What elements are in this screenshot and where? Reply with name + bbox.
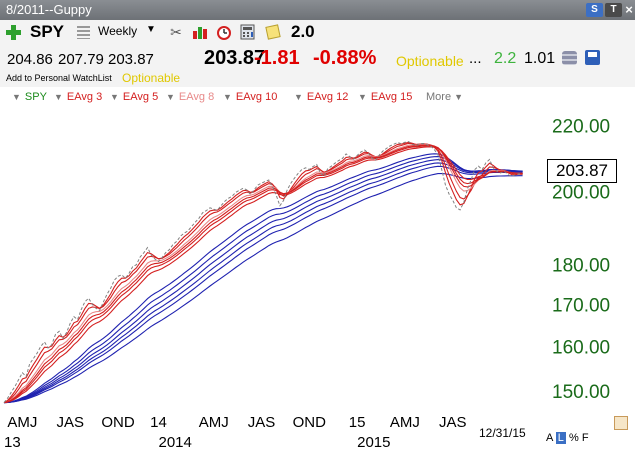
toggle-a[interactable]: A <box>546 432 553 444</box>
add-to-watchlist-link[interactable]: Add to Personal WatchList <box>6 73 112 83</box>
y-tick-label: 180.00 <box>552 256 610 277</box>
x-tick-label: 14 <box>150 414 167 431</box>
more-dots[interactable]: ... <box>469 50 482 67</box>
y-tick-label: 160.00 <box>552 337 610 358</box>
legend-item-eavg12[interactable]: ▼ EAvg 12 <box>294 91 349 103</box>
x-tick-label: JAS <box>248 414 276 431</box>
legend-label: EAvg 8 <box>178 91 215 103</box>
alarm-clock-icon[interactable] <box>215 23 233 41</box>
ema-30-line <box>3 153 523 404</box>
x-year-label: 2014 <box>159 434 192 451</box>
ema-60-line <box>3 172 523 404</box>
t-button[interactable]: T <box>605 3 622 17</box>
toolbar: SPY Weekly ▼ ✂ 2.0 <box>0 20 635 45</box>
optionable-label-2: Optionable <box>122 71 181 85</box>
grid-icon[interactable] <box>77 26 90 39</box>
ema-40-line <box>3 159 523 404</box>
chevron-down-icon[interactable]: ▼ <box>146 24 156 35</box>
legend-item-more[interactable]: More ▼ <box>426 91 464 103</box>
high-value: 207.79 <box>58 51 104 68</box>
optionable-label: Optionable <box>396 53 464 69</box>
legend-item-eavg10[interactable]: ▼ EAvg 10 <box>223 91 278 103</box>
toolbar-value: 2.0 <box>291 22 315 41</box>
ema-3-line <box>3 141 523 404</box>
price-change-percent: -0.88% <box>313 47 377 69</box>
legend-label: EAvg 15 <box>370 91 413 103</box>
window-title-bar: 8/2011--Guppy S T × <box>0 0 635 20</box>
legend-item-eavg15[interactable]: ▼ EAvg 15 <box>358 91 413 103</box>
ema-35-line <box>3 156 523 404</box>
price-change: -1.81 <box>254 47 300 69</box>
y-tick-label: 150.00 <box>552 382 610 403</box>
notes-icon[interactable] <box>264 23 282 41</box>
x-tick-label: 15 <box>349 414 366 431</box>
price-line <box>3 141 523 403</box>
ema-15-line <box>3 146 523 404</box>
low-value: 203.87 <box>108 51 154 68</box>
x-tick-label: AMJ <box>7 414 37 431</box>
symbol-input[interactable]: SPY <box>30 22 65 41</box>
add-plus-icon[interactable] <box>5 24 21 40</box>
legend-item-spy[interactable]: ▼ SPY <box>12 91 47 103</box>
last-price-marker: 203.87 <box>547 159 617 183</box>
legend-label: EAvg 12 <box>306 91 349 103</box>
y-tick-label: 200.00 <box>552 183 610 204</box>
save-icon[interactable] <box>585 50 600 65</box>
x-tick-label: JAS <box>439 414 467 431</box>
x-tick-label: OND <box>101 414 135 431</box>
black-value: 1.01 <box>524 50 556 67</box>
pencil-icon[interactable] <box>614 416 628 430</box>
x-year-label: 13 <box>4 434 21 451</box>
ema-50-line <box>3 165 523 404</box>
x-tick-label: AMJ <box>390 414 420 431</box>
bar-chart-icon[interactable] <box>191 23 209 41</box>
legend-label: EAvg 3 <box>66 91 103 103</box>
toggle-percent[interactable]: % <box>568 432 579 444</box>
legend-label: SPY <box>24 91 47 103</box>
legend-item-eavg3[interactable]: ▼ EAvg 3 <box>54 91 103 103</box>
tools-icon[interactable]: ✂ <box>170 24 182 40</box>
calculator-icon[interactable] <box>239 23 257 41</box>
toggle-l[interactable]: L <box>555 432 566 444</box>
y-tick-label: 220.00 <box>552 117 610 138</box>
green-value: 2.2 <box>494 50 517 67</box>
x-tick-label: JAS <box>56 414 84 431</box>
last-price: 203.87 <box>204 47 266 69</box>
legend-item-eavg8[interactable]: ▼ EAvg 8 <box>166 91 215 103</box>
period-select[interactable]: Weekly <box>98 24 138 38</box>
s-button[interactable]: S <box>586 3 603 17</box>
legend-item-eavg5[interactable]: ▼ EAvg 5 <box>110 91 159 103</box>
indicator-legend: ▼ SPY ▼ EAvg 3 ▼ EAvg 5 ▼ EAvg 8 ▼ EAvg 10 ▼ E… <box>0 89 635 107</box>
window-title: 8/2011--Guppy <box>6 2 92 17</box>
y-tick-label: 170.00 <box>552 295 610 316</box>
ema-12-line <box>3 145 523 404</box>
price-chart[interactable]: 220.00 200.00 180.00 170.00 160.00 150.00 AMJ J… <box>0 107 635 455</box>
scale-toggles: A L % F <box>546 432 589 444</box>
quote-panel: 204.86 207.79 203.87 203.87 -1.81 -0.88%… <box>0 45 635 87</box>
close-button[interactable]: × <box>625 2 633 17</box>
open-value: 204.86 <box>7 51 53 68</box>
x-tick-label: OND <box>293 414 327 431</box>
ema-45-line <box>3 162 523 404</box>
legend-label: EAvg 5 <box>122 91 159 103</box>
chart-canvas[interactable]: 220.00 200.00 180.00 170.00 160.00 150.00 AMJ J… <box>0 107 635 455</box>
database-icon[interactable] <box>562 51 577 65</box>
x-tick-label: AMJ <box>199 414 229 431</box>
legend-label: EAvg 10 <box>235 91 278 103</box>
x-year-label: 2015 <box>357 434 390 451</box>
toggle-f[interactable]: F <box>581 432 589 444</box>
legend-label: More <box>426 91 452 103</box>
end-date: 12/31/15 <box>479 426 526 440</box>
